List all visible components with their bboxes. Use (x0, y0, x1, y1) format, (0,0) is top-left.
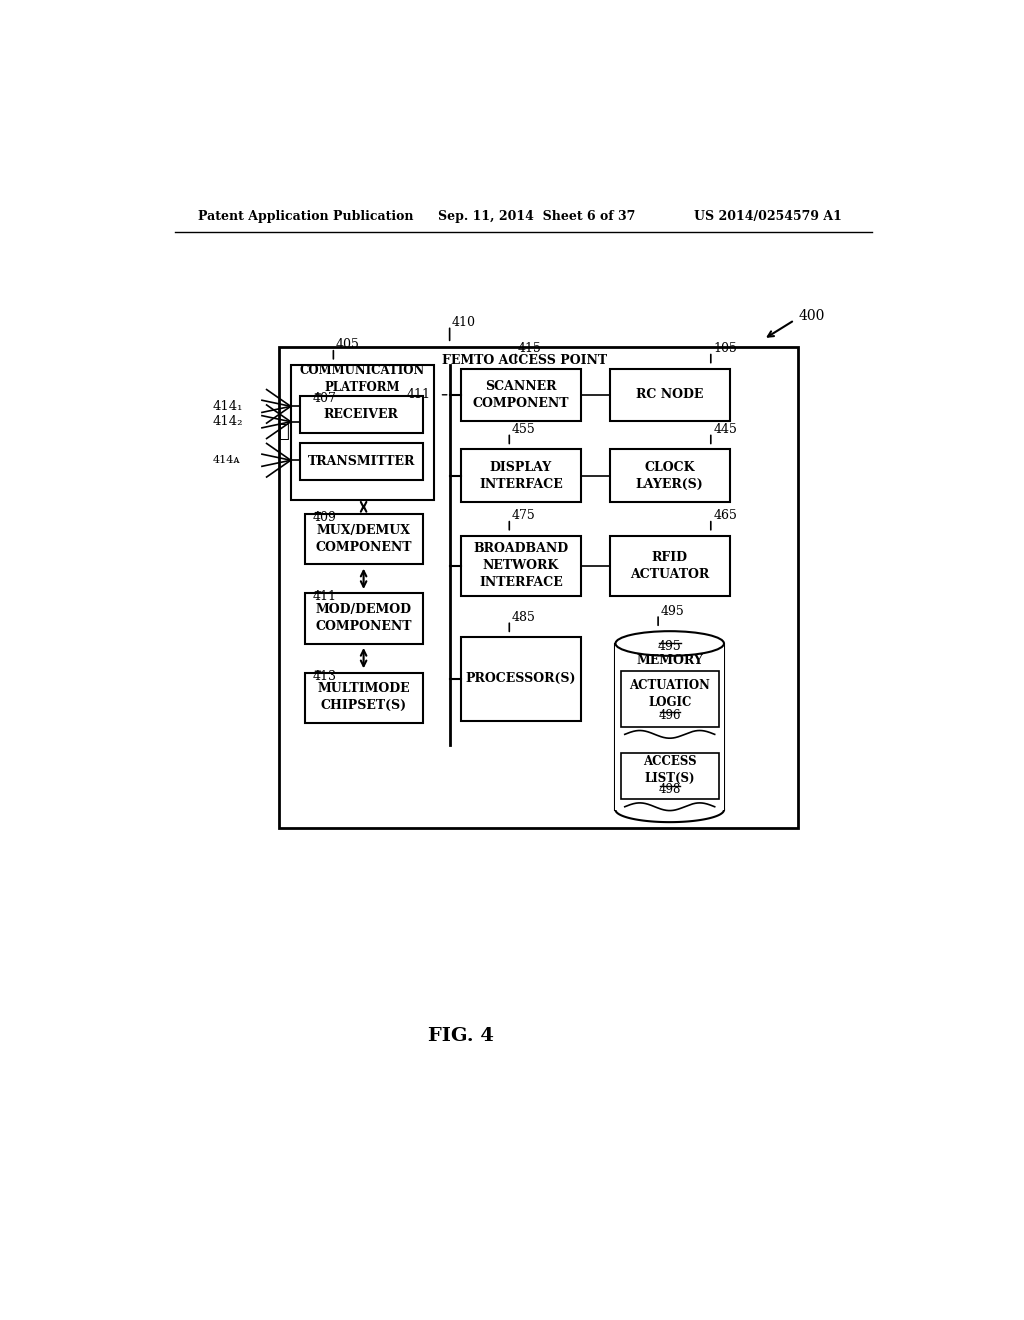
Text: 465: 465 (713, 510, 737, 523)
Text: 413: 413 (312, 669, 337, 682)
FancyBboxPatch shape (461, 536, 582, 595)
FancyBboxPatch shape (621, 671, 719, 726)
Text: MOD/DEMOD
COMPONENT: MOD/DEMOD COMPONENT (315, 603, 412, 634)
Text: 495: 495 (657, 640, 682, 653)
Text: Sep. 11, 2014  Sheet 6 of 37: Sep. 11, 2014 Sheet 6 of 37 (438, 210, 635, 223)
Text: BROADBAND
NETWORK
INTERFACE: BROADBAND NETWORK INTERFACE (473, 543, 568, 589)
FancyBboxPatch shape (300, 396, 423, 433)
Text: 410: 410 (452, 315, 476, 329)
FancyBboxPatch shape (610, 449, 730, 502)
Text: 455: 455 (512, 422, 536, 436)
Text: FIG. 4: FIG. 4 (428, 1027, 495, 1045)
FancyBboxPatch shape (291, 364, 434, 499)
Text: 414₂: 414₂ (212, 416, 243, 428)
Text: Patent Application Publication: Patent Application Publication (198, 210, 414, 223)
Text: 485: 485 (512, 611, 536, 624)
Text: MULTIMODE
CHIPSET(S): MULTIMODE CHIPSET(S) (317, 682, 410, 713)
Text: FEMTO ACCESS POINT: FEMTO ACCESS POINT (442, 354, 607, 367)
Text: 405: 405 (336, 338, 359, 351)
Text: 407: 407 (312, 392, 336, 405)
Text: SCANNER
COMPONENT: SCANNER COMPONENT (473, 380, 569, 409)
Text: 409: 409 (312, 511, 336, 524)
Text: MEMORY: MEMORY (636, 653, 703, 667)
FancyBboxPatch shape (621, 752, 719, 799)
Text: 414ᴀ: 414ᴀ (213, 455, 241, 465)
FancyBboxPatch shape (461, 368, 582, 421)
FancyBboxPatch shape (461, 638, 582, 721)
Ellipse shape (615, 631, 724, 656)
Text: TRANSMITTER: TRANSMITTER (307, 455, 415, 469)
FancyBboxPatch shape (305, 515, 423, 564)
Text: 475: 475 (512, 510, 536, 523)
Text: 400: 400 (799, 309, 824, 323)
Text: DISPLAY
INTERFACE: DISPLAY INTERFACE (479, 461, 563, 491)
Text: 495: 495 (660, 605, 684, 618)
Bar (615, 644, 724, 810)
Text: US 2014/0254579 A1: US 2014/0254579 A1 (693, 210, 842, 223)
Text: MUX/DEMUX
COMPONENT: MUX/DEMUX COMPONENT (315, 524, 412, 554)
Text: 105: 105 (713, 342, 737, 355)
Text: 415: 415 (518, 342, 542, 355)
Text: PROCESSOR(S): PROCESSOR(S) (466, 672, 577, 685)
FancyBboxPatch shape (610, 536, 730, 595)
Text: COMMUNICATION
PLATFORM: COMMUNICATION PLATFORM (299, 363, 425, 393)
Text: 414₁: 414₁ (212, 400, 243, 413)
Text: RC NODE: RC NODE (636, 388, 703, 401)
Text: CLOCK
LAYER(S): CLOCK LAYER(S) (636, 461, 703, 491)
FancyBboxPatch shape (610, 368, 730, 421)
Text: ⋮: ⋮ (279, 422, 289, 441)
Text: 411: 411 (407, 388, 430, 401)
Text: 411: 411 (312, 590, 337, 603)
Text: ACCESS
LIST(S): ACCESS LIST(S) (643, 755, 696, 785)
FancyBboxPatch shape (461, 449, 582, 502)
Text: 498: 498 (658, 783, 681, 796)
Text: RFID
ACTUATOR: RFID ACTUATOR (630, 550, 710, 581)
Text: 445: 445 (713, 422, 737, 436)
Text: ACTUATION
LOGIC: ACTUATION LOGIC (630, 680, 711, 709)
Text: RECEIVER: RECEIVER (324, 408, 398, 421)
FancyBboxPatch shape (280, 347, 799, 829)
FancyBboxPatch shape (300, 444, 423, 480)
FancyBboxPatch shape (305, 594, 423, 644)
Text: 496: 496 (658, 709, 681, 722)
FancyBboxPatch shape (305, 673, 423, 723)
